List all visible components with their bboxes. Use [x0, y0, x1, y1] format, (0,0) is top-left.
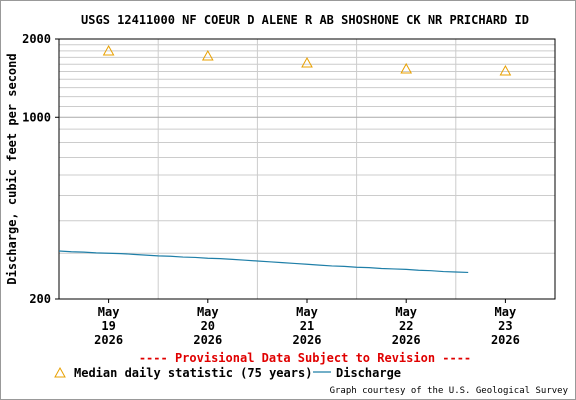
median-marker [400, 62, 413, 74]
x-tick-line: 2026 [94, 333, 123, 347]
x-tick-line: May [495, 305, 517, 319]
median-marker [201, 50, 214, 61]
x-tick-label: May 21 2026 [293, 305, 322, 347]
y-tick-label: 1000 [22, 110, 51, 124]
x-tick-line: 20 [201, 319, 215, 333]
x-tick-line: 2026 [491, 333, 520, 347]
legend-label: Median daily statistic (75 years) [74, 366, 312, 380]
chart-title: USGS 12411000 NF COEUR D ALENE R AB SHOS… [81, 13, 529, 27]
plot-border [58, 38, 556, 300]
x-tick-line: May [296, 305, 318, 319]
x-tick-label: May 23 2026 [491, 305, 520, 347]
x-tick-line: 2026 [193, 333, 222, 347]
legend-label: Discharge [336, 366, 401, 380]
legend-marker [54, 366, 66, 378]
discharge-line [58, 250, 469, 274]
y-tick-label: 200 [29, 292, 51, 306]
x-tick-line: 2026 [293, 333, 322, 347]
x-tick-label: May 19 2026 [94, 305, 123, 347]
credit: Graph courtesy of the U.S. Geological Su… [330, 386, 569, 396]
x-tick-line: May [98, 305, 120, 319]
x-tick-line: 23 [498, 319, 512, 333]
x-tick-line: 19 [101, 319, 115, 333]
median-marker [301, 56, 313, 68]
y-tick-label: 2000 [22, 32, 51, 46]
x-tick-line: 22 [399, 319, 413, 333]
y-axis-label: Discharge, cubic feet per second [5, 53, 19, 284]
provisional-note: ---- Provisional Data Subject to Revisio… [139, 351, 471, 365]
x-tick-line: 2026 [392, 333, 421, 347]
median-marker [499, 65, 512, 76]
x-tick-label: May 22 2026 [392, 305, 421, 347]
median-marker [102, 44, 115, 56]
x-tick-label: May 20 2026 [193, 305, 222, 347]
x-tick-line: 21 [300, 319, 314, 333]
x-tick-line: May [395, 305, 417, 319]
x-tick-line: May [197, 305, 219, 319]
